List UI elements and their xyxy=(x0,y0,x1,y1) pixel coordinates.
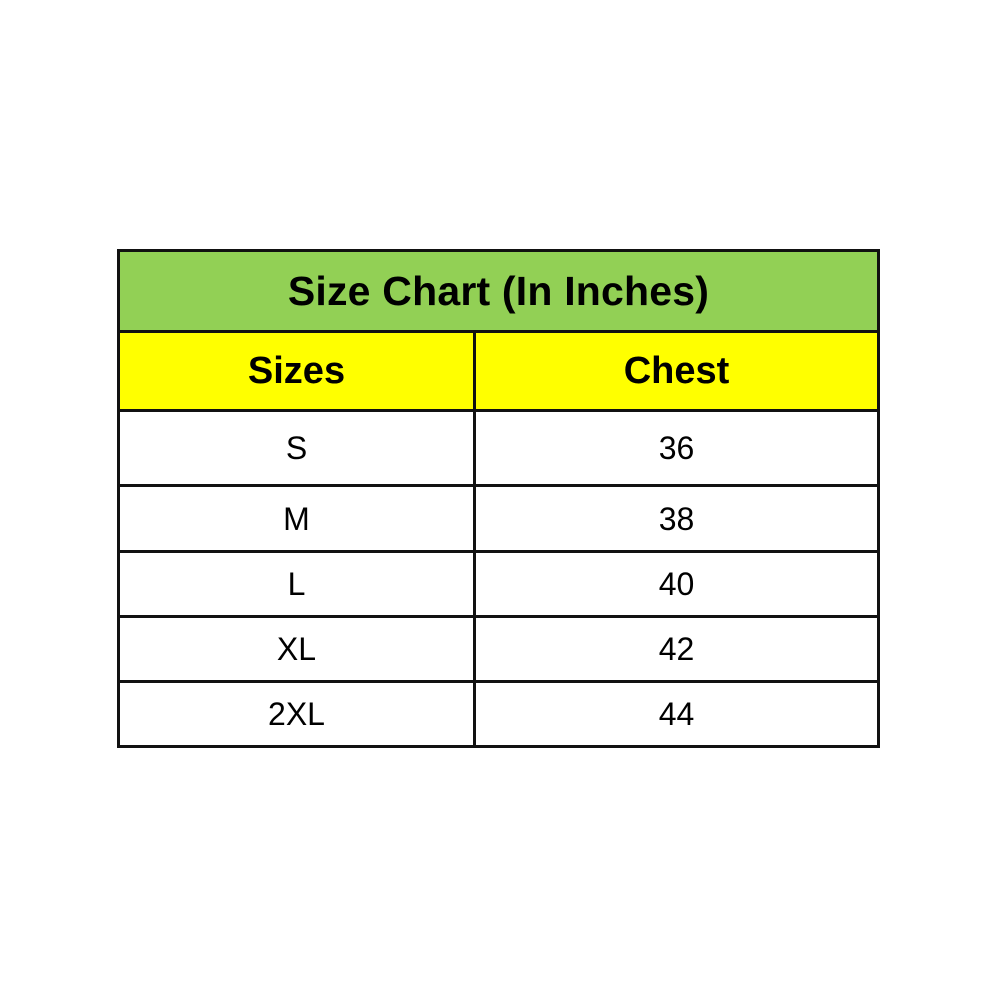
size-chart-header-row: Sizes Chest xyxy=(117,330,880,413)
cell-size: 2XL xyxy=(117,679,476,749)
table-row: S 36 xyxy=(117,409,880,488)
cell-size: S xyxy=(117,409,476,488)
cell-size: M xyxy=(117,484,476,553)
table-row: M 38 xyxy=(117,484,880,553)
column-header-chest: Chest xyxy=(473,330,880,413)
cell-chest: 44 xyxy=(473,679,880,749)
cell-size: L xyxy=(117,549,476,618)
table-row: 2XL 44 xyxy=(117,679,880,749)
cell-chest: 42 xyxy=(473,614,880,683)
table-row: L 40 xyxy=(117,549,880,618)
column-header-sizes: Sizes xyxy=(117,330,476,413)
size-chart-title: Size Chart (In Inches) xyxy=(117,248,880,334)
size-chart-title-row: Size Chart (In Inches) xyxy=(117,248,880,334)
size-chart-body: Size Chart (In Inches) Sizes Chest S 36 … xyxy=(117,248,880,749)
cell-chest: 36 xyxy=(473,409,880,488)
cell-chest: 40 xyxy=(473,549,880,618)
cell-size: XL xyxy=(117,614,476,683)
size-chart-table: Size Chart (In Inches) Sizes Chest S 36 … xyxy=(117,248,880,749)
cell-chest: 38 xyxy=(473,484,880,553)
table-row: XL 42 xyxy=(117,614,880,683)
